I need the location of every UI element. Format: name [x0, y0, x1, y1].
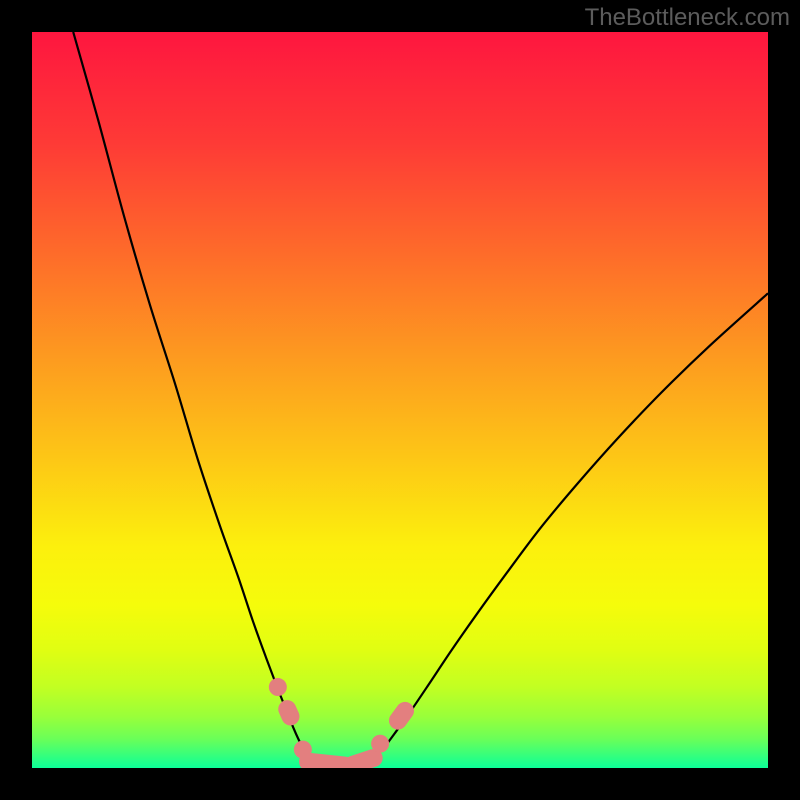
bottleneck-chart	[32, 32, 768, 768]
marker-dot	[269, 678, 287, 696]
watermark-text: TheBottleneck.com	[585, 4, 790, 32]
gradient-background	[32, 32, 768, 768]
marker-dot	[371, 735, 389, 753]
chart-plot-area	[32, 32, 768, 768]
